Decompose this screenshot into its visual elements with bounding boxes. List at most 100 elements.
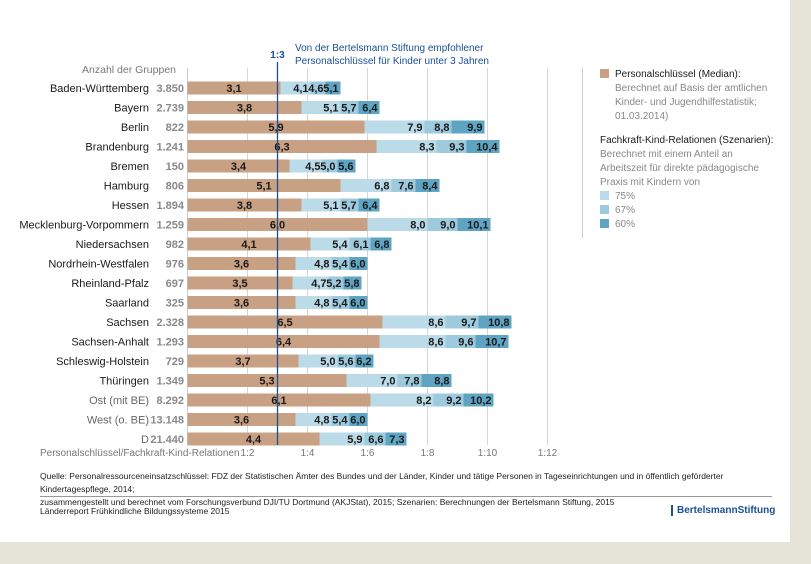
bar-segment (340, 198, 359, 212)
data-label: 4,4 (246, 434, 262, 446)
footer-divider (40, 496, 772, 497)
bar-segment (187, 335, 380, 348)
group-count: 2.328 (156, 317, 184, 329)
legend-swatch-median (600, 69, 609, 78)
legend-label: 60% (615, 219, 636, 230)
category-label: Rheinland-Pfalz (71, 278, 149, 290)
data-label: 6,4 (362, 200, 378, 212)
data-label: 6,6 (368, 434, 383, 446)
bar-segment (382, 315, 446, 329)
bar-segment (397, 374, 422, 387)
data-label: 6,8 (374, 239, 389, 251)
data-label: 8,8 (434, 376, 449, 388)
bar-segment (358, 198, 380, 212)
reference-line-label: 1:3 (270, 50, 285, 61)
source-note: Quelle: Personalressourceneinsatzschlüss… (40, 470, 780, 509)
category-label: D (141, 434, 149, 446)
bar-segment (187, 315, 383, 329)
column-header: Anzahl der Gruppen (82, 64, 176, 76)
bar-segment (421, 374, 452, 387)
x-tick-label: 1:12 (538, 448, 558, 459)
bar-segment (433, 393, 464, 407)
data-label: 7,9 (407, 122, 422, 134)
legend-swatch-60 (600, 219, 609, 228)
bar-segment (325, 81, 341, 95)
data-label: 9,7 (461, 317, 476, 329)
legend-label: 67% (615, 205, 636, 216)
category-label: Baden-Württemberg (50, 83, 149, 95)
bar-segment (349, 257, 368, 270)
data-label: 8,6 (428, 317, 443, 329)
legend: Personalschlüssel (Median): Berechnet au… (600, 68, 785, 232)
data-label: 3,8 (237, 200, 252, 212)
bar-segment (187, 374, 347, 387)
data-label: 3,7 (235, 356, 250, 368)
bar-segment (475, 335, 509, 348)
data-label: 4,1 (241, 239, 256, 251)
data-label: 6,4 (362, 103, 378, 115)
chart-panel (0, 0, 790, 542)
data-label: 10,2 (470, 395, 491, 407)
data-label: 10,7 (485, 337, 506, 349)
data-label: 9,3 (449, 142, 464, 154)
category-label: Berlin (121, 122, 149, 134)
bar-segment (337, 159, 356, 173)
bar-segment (187, 101, 302, 114)
category-label: Schleswig-Holstein (56, 356, 149, 368)
bar-segment (187, 198, 302, 212)
bar-segment (298, 354, 338, 368)
legend-item-75: 75% (600, 190, 785, 204)
data-label: 5,1 (323, 103, 338, 115)
bar-segment (340, 179, 392, 192)
data-label: 5,2 (326, 278, 341, 290)
bar-segment (427, 218, 458, 231)
data-label: 6,4 (276, 337, 292, 349)
bar-segment (310, 81, 326, 95)
category-label: Sachsen (106, 317, 149, 329)
data-label: 5,0 (320, 356, 335, 368)
group-count: 982 (166, 239, 184, 251)
bar-segment (337, 354, 356, 368)
data-label: 5,3 (259, 376, 274, 388)
source-line: Quelle: Personalressourceneinsatzschlüss… (40, 471, 724, 494)
data-label: 6,2 (356, 356, 371, 368)
bar-segment (187, 237, 311, 251)
bar-segment (292, 276, 329, 290)
data-label: 5,1 (323, 200, 338, 212)
group-count: 1.894 (156, 200, 184, 212)
category-label: Hessen (112, 200, 149, 212)
data-label: 7,6 (398, 181, 413, 193)
data-label: 9,2 (446, 395, 461, 407)
group-count: 1.293 (156, 337, 184, 349)
data-label: 4,8 (314, 298, 329, 310)
bar-segment (328, 276, 344, 290)
legend-median-desc: Berechnet auf Basis der amtlichen (615, 83, 768, 94)
x-tick-label: 1:10 (478, 448, 498, 459)
bar-segment (187, 413, 296, 426)
bar-segment (343, 276, 362, 290)
data-label: 3,6 (234, 298, 249, 310)
bar-segment (187, 276, 293, 290)
data-label: 5,7 (341, 200, 356, 212)
legend-scenarios-desc: Praxis mit Kindern von (600, 177, 701, 188)
data-label: 8,3 (419, 142, 434, 154)
bar-segment (415, 179, 440, 192)
bar-segment (385, 432, 407, 446)
data-label: 4,1 (293, 83, 308, 95)
data-label: 5,1 (256, 181, 271, 193)
legend-label: 75% (615, 191, 636, 202)
bar-segment (319, 432, 365, 446)
bar-segment (280, 81, 311, 95)
data-label: 6,0 (350, 259, 365, 271)
source-line: zusammengestellt und berechnet vom Forsc… (40, 497, 615, 507)
bar-segment (355, 354, 374, 368)
reference-note: Von der Bertelsmann Stiftung empfohlener (295, 43, 484, 54)
data-label: 9,0 (440, 220, 455, 232)
bar-segment (358, 101, 380, 114)
legend-median-desc: Kinder- und Jugendhilfestatistik; (615, 97, 757, 108)
bar-segment (187, 81, 281, 95)
data-label: 3,8 (237, 103, 252, 115)
legend-item-median: Personalschlüssel (Median): (600, 68, 785, 82)
legend-scenarios-desc: Arbeitszeit für direkte pädagogische (600, 163, 759, 174)
bar-segment (187, 140, 377, 153)
